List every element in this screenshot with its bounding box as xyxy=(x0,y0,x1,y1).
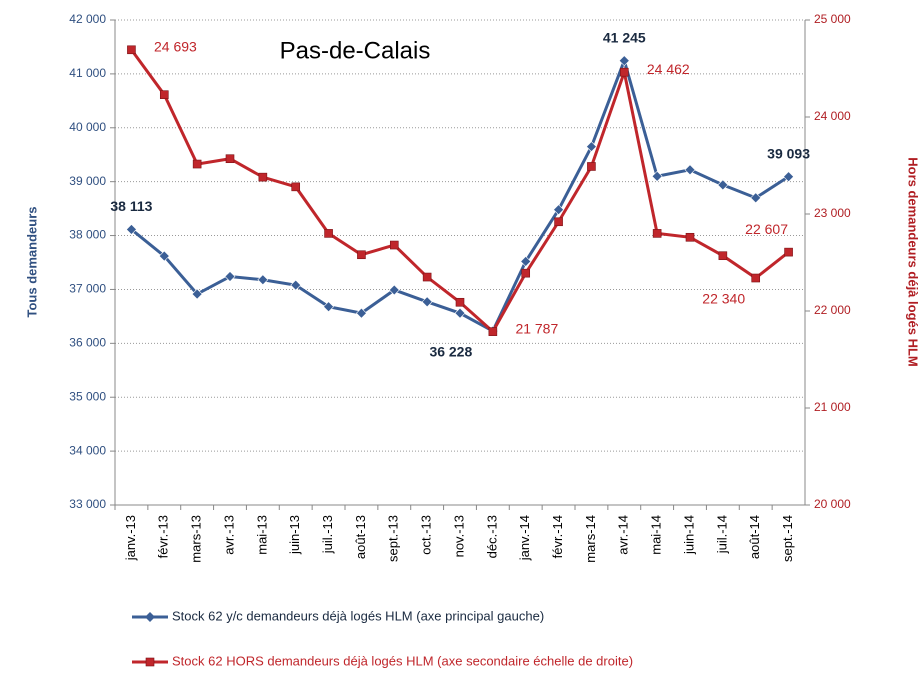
x-tick-label: janv.-13 xyxy=(123,515,138,561)
x-tick-label: avr.-14 xyxy=(616,515,631,555)
marker xyxy=(127,45,136,55)
data-label: 22 340 xyxy=(702,291,745,307)
marker xyxy=(652,229,662,238)
x-tick-label: févr.-13 xyxy=(156,515,171,558)
marker xyxy=(521,268,531,278)
marker xyxy=(684,164,696,176)
marker xyxy=(389,240,399,250)
y-tick-label: 35 000 xyxy=(69,389,106,403)
marker xyxy=(258,172,268,182)
y2-axis-title: Hors demandeurs déjà logés HLM xyxy=(906,157,921,367)
y-tick-label: 39 000 xyxy=(69,174,106,188)
data-label: 36 228 xyxy=(429,344,472,360)
legend-label: Stock 62 HORS demandeurs déjà logés HLM … xyxy=(172,653,633,668)
marker xyxy=(455,297,465,307)
marker xyxy=(520,255,532,267)
x-tick-label: janv.-14 xyxy=(517,515,532,561)
data-label: 39 093 xyxy=(767,145,810,161)
marker xyxy=(651,170,663,182)
x-tick-label: juil.-13 xyxy=(320,515,335,554)
marker xyxy=(192,159,202,169)
marker xyxy=(158,250,170,262)
x-tick-label: août-14 xyxy=(747,515,762,559)
marker xyxy=(618,55,630,67)
marker xyxy=(587,162,596,171)
data-label: 21 787 xyxy=(515,320,558,336)
x-tick-label: sept.-14 xyxy=(780,515,795,562)
x-tick-label: nov.-13 xyxy=(451,515,466,557)
marker xyxy=(784,247,793,257)
y2-tick-label: 23 000 xyxy=(814,206,851,220)
marker xyxy=(750,192,762,204)
y2-tick-label: 20 000 xyxy=(814,497,851,511)
marker xyxy=(553,204,564,216)
x-tick-label: sept.-13 xyxy=(386,515,401,562)
marker xyxy=(357,250,366,260)
legend-label: Stock 62 y/c demandeurs déjà logés HLM (… xyxy=(172,608,544,623)
marker xyxy=(126,224,137,235)
y-tick-label: 38 000 xyxy=(69,228,106,242)
marker xyxy=(454,307,466,319)
marker xyxy=(554,217,563,227)
y-tick-label: 36 000 xyxy=(69,336,106,350)
marker xyxy=(291,182,301,192)
y-tick-label: 34 000 xyxy=(69,443,106,457)
marker xyxy=(225,154,235,164)
marker xyxy=(488,327,498,336)
x-tick-label: févr.-14 xyxy=(550,515,565,558)
x-tick-label: avr.-13 xyxy=(221,515,236,555)
line xyxy=(130,55,790,334)
chart-title: Pas-de-Calais xyxy=(280,37,431,64)
y2-tick-label: 25 000 xyxy=(814,12,851,26)
marker xyxy=(586,141,597,153)
x-tick-label: oct.-13 xyxy=(419,515,434,555)
data-label: 41 245 xyxy=(603,29,646,45)
marker xyxy=(751,273,761,283)
marker xyxy=(783,171,794,183)
y2-tick-label: 24 000 xyxy=(814,109,851,123)
data-label: 24 693 xyxy=(154,38,197,54)
legend-marker xyxy=(145,612,155,622)
data-label: 24 462 xyxy=(647,61,690,77)
marker xyxy=(324,229,333,238)
marker xyxy=(619,67,629,77)
marker xyxy=(388,284,400,296)
x-tick-label: juin-14 xyxy=(681,515,696,555)
x-tick-label: déc.-13 xyxy=(484,515,499,558)
y-axis-title: Tous demandeurs xyxy=(24,206,39,317)
y-tick-label: 41 000 xyxy=(69,66,106,80)
marker xyxy=(356,307,367,319)
marker xyxy=(159,90,169,99)
y-tick-label: 40 000 xyxy=(69,120,106,134)
x-tick-label: mars-13 xyxy=(189,515,204,563)
marker xyxy=(257,274,269,286)
y-tick-label: 37 000 xyxy=(69,282,106,296)
data-label: 22 607 xyxy=(745,221,788,237)
marker xyxy=(717,179,729,191)
marker xyxy=(685,232,695,242)
x-tick-label: juin-13 xyxy=(287,515,302,555)
x-tick-label: mai-14 xyxy=(649,515,664,555)
marker xyxy=(191,288,203,300)
y2-tick-label: 22 000 xyxy=(814,303,851,317)
y2-tick-label: 21 000 xyxy=(814,400,851,414)
marker xyxy=(224,271,236,282)
x-tick-label: août-13 xyxy=(353,515,368,559)
marker xyxy=(421,296,433,308)
x-tick-label: mai-13 xyxy=(254,515,269,555)
x-tick-label: juil.-14 xyxy=(714,515,729,554)
marker xyxy=(422,272,432,282)
legend-marker xyxy=(145,657,155,667)
marker xyxy=(290,279,302,291)
x-tick-label: mars-14 xyxy=(583,515,598,563)
marker xyxy=(323,301,334,313)
y-tick-label: 33 000 xyxy=(69,497,106,511)
data-label: 38 113 xyxy=(110,198,152,214)
marker xyxy=(718,251,728,261)
y-tick-label: 42 000 xyxy=(69,12,106,26)
